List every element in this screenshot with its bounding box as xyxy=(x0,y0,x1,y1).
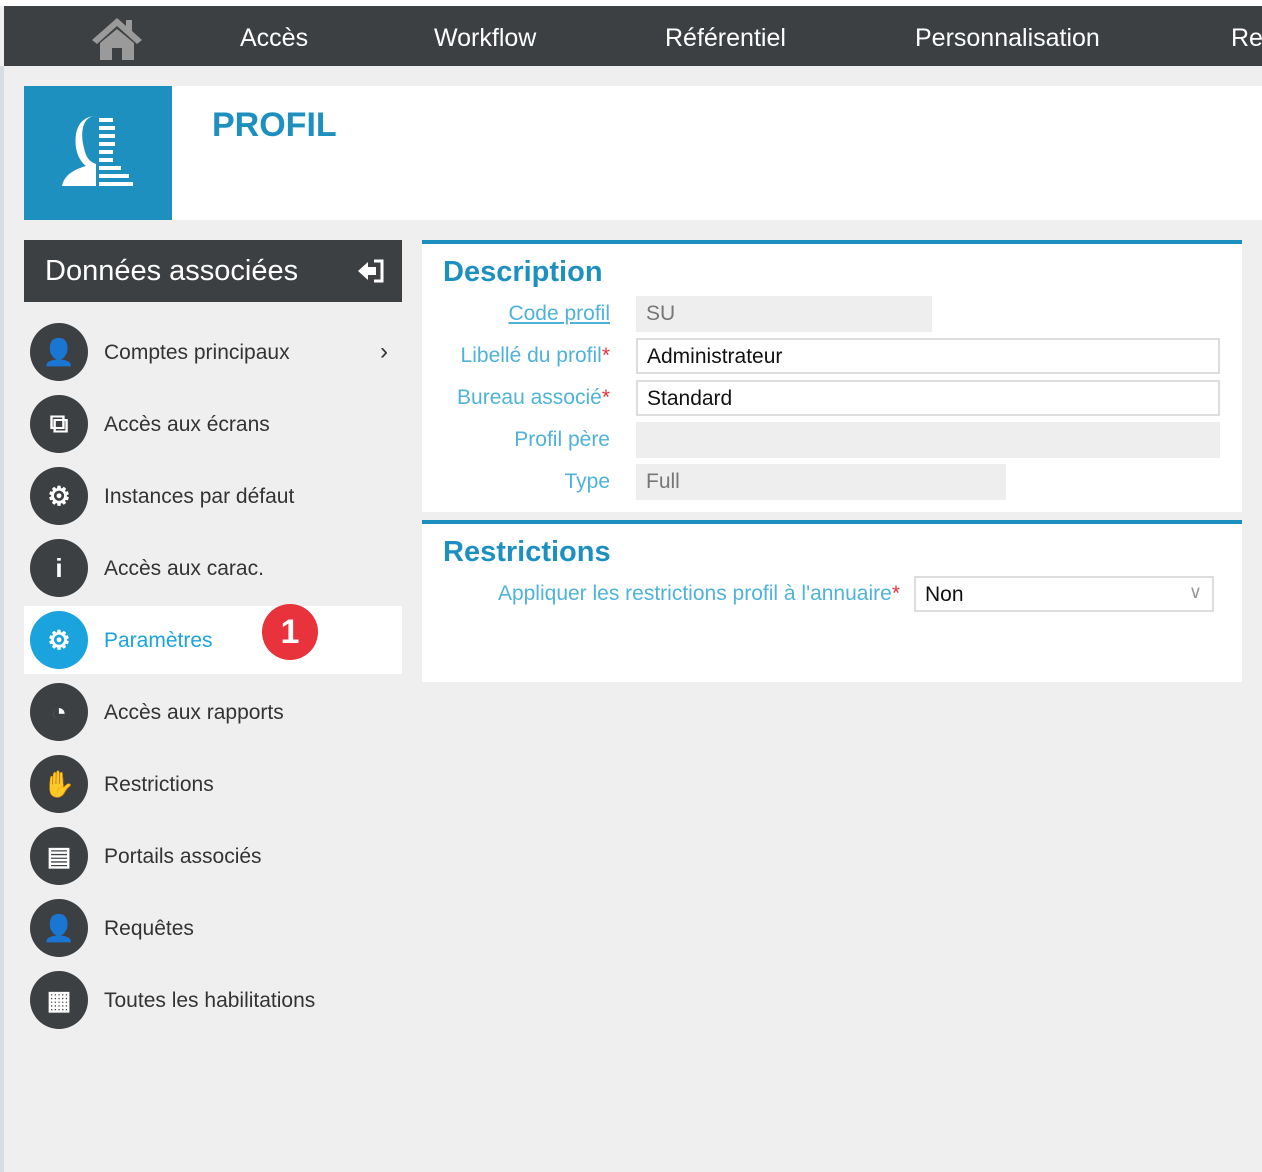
screen-gear-icon: ⚙ xyxy=(30,467,88,525)
chevron-down-icon: ∨ xyxy=(1188,582,1202,602)
step-badge: 1 xyxy=(262,604,318,660)
nav-personnalisation[interactable]: Personnalisation xyxy=(915,24,1100,52)
sidebar-item[interactable]: ▤ Portails associés xyxy=(24,822,402,890)
restriction-label: Appliquer les restrictions profil à l'an… xyxy=(497,582,900,605)
restriction-select[interactable]: Non ∨ xyxy=(914,576,1214,612)
field-input xyxy=(636,422,1220,458)
nav-acces[interactable]: Accès xyxy=(240,24,309,52)
description-panel: Description Code profil SU Libellé du prof… xyxy=(422,240,1242,512)
restriction-row: Appliquer les restrictions profil à l'an… xyxy=(422,576,1242,612)
portal-icon: ▤ xyxy=(30,827,88,885)
field-row: Libellé du profil* Administrateur xyxy=(422,338,1242,374)
nav-workflow[interactable]: Workflow xyxy=(434,24,537,52)
sidebar-item-label: Portails associés xyxy=(104,845,262,868)
sidebar-item[interactable]: ◔ Accès aux rapports xyxy=(24,678,402,746)
restrictions-panel: Restrictions Appliquer les restrictions … xyxy=(422,520,1242,682)
field-label: Libellé du profil* xyxy=(460,344,610,367)
field-input: SU xyxy=(636,296,932,332)
restrictions-title: Restrictions xyxy=(443,536,611,568)
field-input: Full xyxy=(636,464,1006,500)
field-label: Type xyxy=(564,470,610,493)
top-nav: Accès Workflow Référentiel Personnalisat… xyxy=(4,6,1262,66)
restriction-value: Non xyxy=(925,583,964,606)
sidebar-item-label: Paramètres xyxy=(104,629,213,652)
left-edge xyxy=(0,66,4,1172)
sidebar-item-label: Accès aux écrans xyxy=(104,413,270,436)
home-icon[interactable] xyxy=(90,16,144,60)
field-input[interactable]: Administrateur xyxy=(636,338,1220,374)
info-icon: i xyxy=(30,539,88,597)
windows-icon: ⧉ xyxy=(30,395,88,453)
sidebar-item[interactable]: 👤 Requêtes xyxy=(24,894,402,962)
sidebar-item-label: Requêtes xyxy=(104,917,194,940)
nav-referentiel[interactable]: Référentiel xyxy=(665,24,786,52)
sidebar-item-label: Toutes les habilitations xyxy=(104,989,316,1012)
gear-icon: ⚙ xyxy=(30,611,88,669)
sidebar-item-label: Accès aux carac. xyxy=(104,557,264,580)
field-label: Code profil xyxy=(508,302,610,325)
sidebar-header: Données associées xyxy=(24,240,402,302)
hand-icon: ✋ xyxy=(30,755,88,813)
sidebar-item-label: Accès aux rapports xyxy=(104,701,284,724)
field-input[interactable]: Standard xyxy=(636,380,1220,416)
field-label: Bureau associé* xyxy=(457,386,610,409)
sidebar-item[interactable]: ⚙ Paramètres xyxy=(24,606,402,674)
profile-icon xyxy=(24,86,172,220)
sidebar-item[interactable]: ⚙ Instances par défaut xyxy=(24,462,402,530)
sidebar-item-label: Comptes principaux xyxy=(104,341,290,364)
sidebar-item[interactable]: 👤 Comptes principaux › xyxy=(24,318,402,386)
field-label: Profil père xyxy=(514,428,610,451)
user-query-icon: 👤 xyxy=(30,899,88,957)
page-title: PROFIL xyxy=(212,106,337,144)
field-row: Profil père xyxy=(422,422,1242,458)
field-row: Bureau associé* Standard xyxy=(422,380,1242,416)
top-strip xyxy=(0,0,1262,6)
sidebar-item[interactable]: ✋ Restrictions xyxy=(24,750,402,818)
sidebar-title: Données associées xyxy=(45,255,299,287)
nav-more[interactable]: Re xyxy=(1231,24,1262,52)
description-title: Description xyxy=(443,256,603,288)
field-row: Code profil SU xyxy=(422,296,1242,332)
sidebar-item-label: Instances par défaut xyxy=(104,485,295,508)
buildings-icon: ▦ xyxy=(30,971,88,1029)
pie-chart-icon: ◔ xyxy=(30,683,88,741)
collapse-sidebar-icon[interactable] xyxy=(356,258,386,284)
sidebar-item[interactable]: i Accès aux carac. xyxy=(24,534,402,602)
field-row: Type Full xyxy=(422,464,1242,500)
page-header: PROFIL xyxy=(24,86,1262,220)
sidebar-item-label: Restrictions xyxy=(104,773,214,796)
sidebar-item[interactable]: ⧉ Accès aux écrans xyxy=(24,390,402,458)
chevron-right-icon[interactable]: › xyxy=(380,338,388,365)
sidebar-item[interactable]: ▦ Toutes les habilitations xyxy=(24,966,402,1034)
user-icon: 👤 xyxy=(30,323,88,381)
